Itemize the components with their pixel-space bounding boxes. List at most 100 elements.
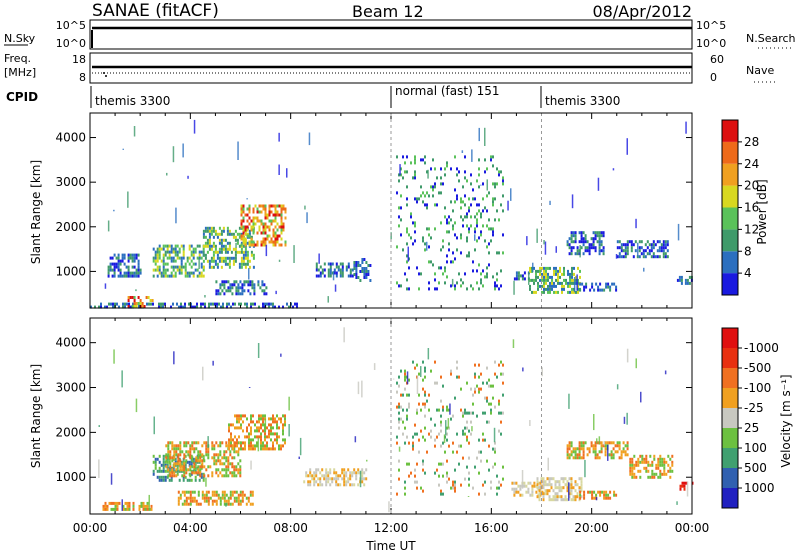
range-cell bbox=[229, 493, 232, 497]
range-cell bbox=[191, 499, 194, 503]
range-cell bbox=[246, 253, 249, 257]
range-cell bbox=[313, 477, 316, 481]
range-cell bbox=[444, 266, 446, 270]
range-cell bbox=[132, 507, 135, 511]
date-title: 08/Apr/2012 bbox=[592, 2, 692, 21]
range-cell bbox=[131, 296, 134, 299]
colorbar-tick: 25 bbox=[744, 421, 759, 435]
range-cell bbox=[234, 435, 236, 439]
range-cell bbox=[416, 266, 418, 270]
range-cell bbox=[426, 170, 428, 174]
range-cell bbox=[197, 471, 200, 475]
range-cell bbox=[323, 477, 326, 481]
range-cell bbox=[241, 289, 244, 293]
range-cell bbox=[240, 426, 242, 430]
range-cell bbox=[212, 253, 215, 257]
range-cell bbox=[162, 463, 165, 467]
range-cell bbox=[172, 274, 175, 278]
range-cell bbox=[327, 471, 330, 475]
range-cell bbox=[428, 281, 430, 285]
noise-streak bbox=[246, 198, 248, 200]
range-cell bbox=[608, 441, 611, 445]
range-cell bbox=[195, 502, 198, 506]
range-cell bbox=[488, 420, 490, 424]
range-cell bbox=[551, 287, 553, 291]
range-cell bbox=[264, 432, 266, 436]
range-cell bbox=[657, 460, 660, 464]
range-cell bbox=[325, 483, 328, 487]
range-cell bbox=[539, 278, 541, 282]
range-cell bbox=[560, 489, 563, 493]
range-cell bbox=[424, 369, 426, 373]
range-cell bbox=[529, 481, 532, 485]
range-cell bbox=[490, 384, 492, 388]
range-cell bbox=[200, 305, 202, 309]
range-cell bbox=[102, 507, 105, 511]
range-cell bbox=[474, 197, 476, 201]
range-cell bbox=[570, 444, 573, 448]
range-cell bbox=[652, 240, 655, 244]
range-cell bbox=[244, 240, 247, 244]
range-cell bbox=[158, 256, 161, 260]
range-cell bbox=[404, 387, 406, 391]
range-cell bbox=[476, 414, 478, 418]
range-cell bbox=[192, 247, 195, 251]
range-cell bbox=[620, 246, 623, 250]
noise-streak bbox=[392, 378, 395, 380]
range-cell bbox=[171, 459, 174, 463]
range-cell bbox=[422, 402, 424, 406]
noise-streak bbox=[257, 343, 260, 358]
range-cell bbox=[592, 243, 595, 247]
range-cell bbox=[230, 444, 232, 448]
range-cell bbox=[466, 411, 468, 415]
range-cell bbox=[206, 259, 209, 263]
range-cell bbox=[570, 240, 573, 244]
range-cell bbox=[319, 274, 322, 278]
range-cell bbox=[226, 241, 229, 245]
noise-streak bbox=[166, 172, 168, 176]
range-cell bbox=[151, 299, 154, 302]
range-cell bbox=[460, 444, 462, 448]
range-cell bbox=[193, 462, 196, 466]
nsearch-label: N.Search bbox=[746, 32, 796, 45]
range-cell bbox=[204, 302, 206, 306]
range-cell bbox=[234, 302, 236, 306]
range-cell bbox=[494, 287, 496, 291]
range-cell bbox=[351, 268, 354, 272]
range-cell bbox=[502, 194, 504, 198]
range-cell bbox=[446, 275, 448, 279]
range-cell bbox=[182, 256, 185, 260]
range-cell bbox=[160, 305, 162, 309]
range-cell bbox=[640, 252, 643, 256]
range-cell bbox=[309, 468, 312, 472]
range-cell bbox=[412, 221, 414, 225]
range-cell bbox=[661, 472, 664, 476]
range-cell bbox=[537, 275, 539, 279]
range-cell bbox=[188, 478, 191, 482]
range-cell bbox=[620, 255, 623, 259]
range-cell bbox=[517, 277, 520, 281]
range-cell bbox=[502, 251, 504, 255]
range-cell bbox=[190, 271, 193, 275]
range-cell bbox=[474, 230, 476, 234]
range-cell bbox=[667, 463, 670, 467]
range-cell bbox=[179, 453, 182, 457]
range-cell bbox=[244, 262, 247, 266]
range-cell bbox=[402, 408, 404, 412]
range-cell bbox=[396, 390, 398, 394]
range-cell bbox=[189, 468, 192, 472]
noise-streak bbox=[493, 427, 496, 443]
range-cell bbox=[406, 230, 408, 234]
range-cell bbox=[553, 272, 555, 276]
range-cell bbox=[551, 284, 553, 288]
range-cell bbox=[488, 468, 490, 472]
noise-streak bbox=[327, 296, 329, 303]
range-cell bbox=[576, 483, 579, 487]
range-cell bbox=[223, 496, 226, 500]
range-cell bbox=[539, 272, 541, 276]
range-cell bbox=[472, 269, 474, 273]
range-cell bbox=[251, 490, 254, 494]
range-cell bbox=[321, 474, 324, 478]
range-cell bbox=[341, 265, 344, 269]
range-cell bbox=[231, 502, 234, 506]
